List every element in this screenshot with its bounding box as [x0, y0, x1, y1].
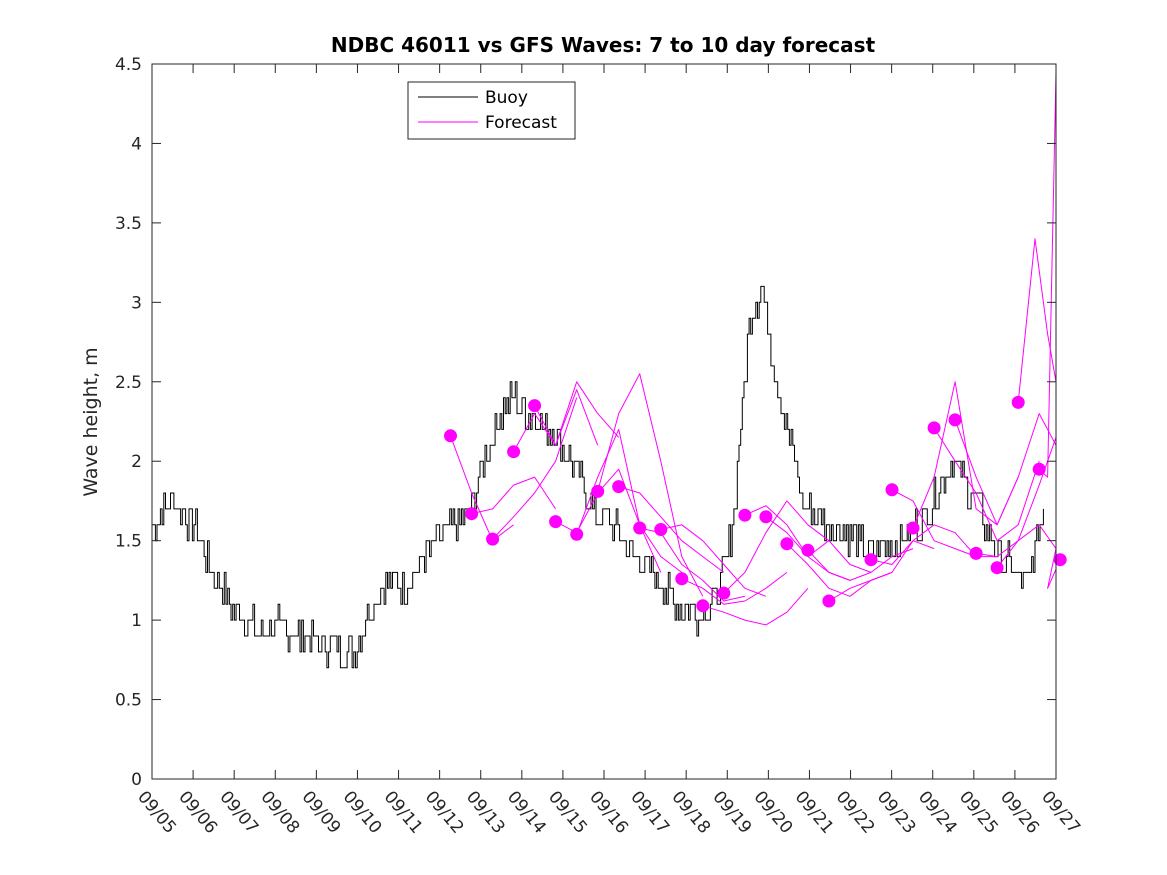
forecast-marker-25: [990, 561, 1004, 575]
forecast-series-line-10: [660, 524, 767, 597]
forecast-series-line-1: [471, 476, 557, 515]
forecast-marker-14: [738, 508, 752, 522]
forecast-series-line-28: [1047, 548, 1056, 589]
y-tick-label-6: 3: [131, 293, 142, 313]
y-tick-label-7: 3.5: [115, 214, 142, 234]
forecast-marker-5: [549, 515, 563, 529]
forecast-marker-17: [801, 543, 815, 557]
forecast-series-line-12: [702, 587, 809, 626]
forecast-marker-19: [864, 553, 878, 567]
forecast-marker-0: [444, 429, 457, 443]
forecast-marker-16: [780, 537, 794, 551]
y-axis-label: Wave height, m: [80, 347, 102, 496]
forecast-series-line-8: [618, 486, 725, 573]
chart-title: NDBC 46011 vs GFS Waves: 7 to 10 day for…: [331, 33, 876, 57]
forecast-marker-26: [1011, 395, 1025, 409]
forecast-marker-9: [633, 521, 647, 535]
forecast-marker-28: [1053, 553, 1067, 567]
forecast-series-line-22: [933, 427, 1040, 542]
forecast-marker-4: [528, 399, 542, 413]
legend-box: [407, 81, 576, 140]
forecast-marker-22: [927, 421, 941, 435]
forecast-series-line-17: [807, 548, 914, 581]
forecast-marker-27: [1032, 462, 1046, 476]
y-tick-label-2: 1: [131, 611, 142, 631]
y-tick-label-0: 0: [131, 770, 142, 790]
forecast-marker-12: [696, 599, 710, 613]
forecast-marker-1: [465, 507, 479, 521]
forecast-marker-18: [822, 594, 836, 608]
forecast-series-line-26: [1017, 238, 1056, 403]
forecast-marker-20: [885, 483, 899, 497]
forecast-series-line-13: [723, 500, 830, 594]
forecast-series-line-23: [954, 413, 1056, 526]
forecast-series-line-2: [492, 397, 578, 540]
forecast-marker-8: [612, 480, 626, 494]
y-tick-label-8: 4: [131, 134, 142, 154]
legend: Buoy Forecast: [407, 81, 576, 140]
forecast-marker-2: [486, 532, 500, 546]
forecast-marker-15: [759, 510, 773, 524]
forecast-series-line-0: [450, 435, 514, 542]
buoy-series-line: [152, 285, 1044, 669]
forecast-marker-7: [591, 484, 605, 498]
y-tick-label-3: 1.5: [115, 532, 142, 552]
y-tick-label-4: 2: [131, 452, 142, 472]
y-tick-label-9: 4.5: [115, 55, 142, 75]
forecast-series-line-18: [828, 540, 935, 602]
forecast-series-line-7: [597, 373, 704, 597]
forecast-marker-11: [675, 572, 689, 586]
forecast-series-line-11: [681, 572, 788, 605]
legend-forecast-label: Forecast: [485, 113, 557, 133]
forecast-marker-24: [969, 546, 983, 560]
forecast-marker-13: [717, 586, 731, 600]
forecast-markers-layer: [444, 395, 1067, 613]
forecast-series-line-19: [870, 524, 977, 565]
y-tick-label-1: 0.5: [115, 691, 142, 711]
forecast-marker-6: [570, 527, 584, 541]
forecast-series-line-4: [534, 381, 620, 446]
forecast-marker-21: [906, 521, 920, 535]
forecast-marker-10: [654, 523, 668, 536]
series-layer: [152, 71, 1056, 669]
y-tick-label-5: 2.5: [115, 373, 142, 393]
forecast-series-line-25: [996, 524, 1056, 569]
forecast-marker-3: [507, 445, 521, 459]
forecast-marker-23: [948, 413, 962, 427]
forecast-series-line-15: [765, 516, 872, 573]
legend-buoy-label: Buoy: [485, 88, 528, 108]
